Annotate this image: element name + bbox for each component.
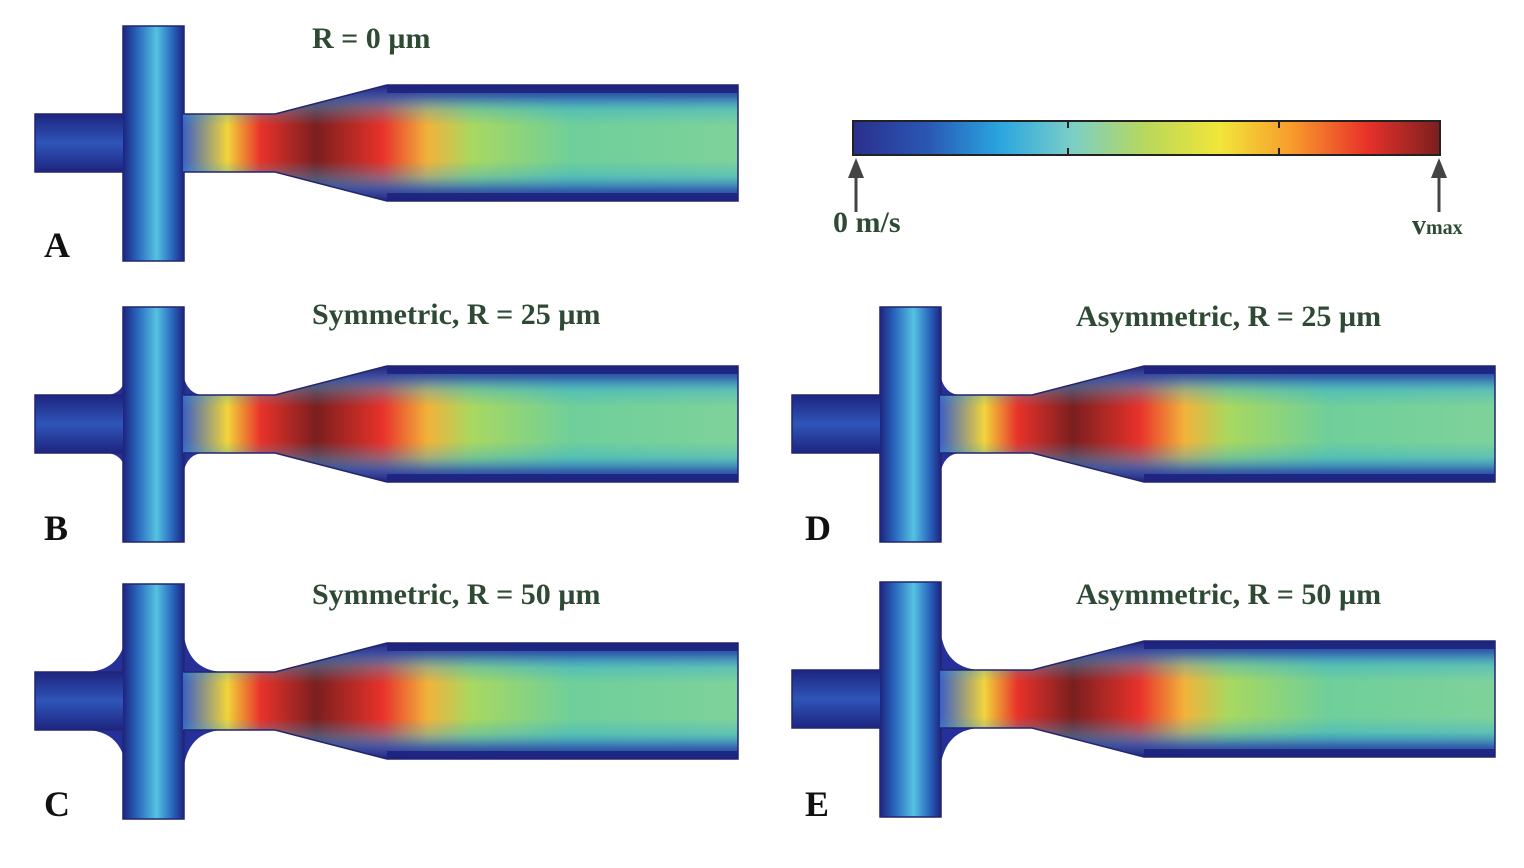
outlet-fillet	[940, 373, 962, 395]
cross-channel	[123, 584, 184, 819]
panel-title-b: Symmetric, R = 25 µm	[312, 298, 601, 331]
channel-outline	[791, 306, 1496, 543]
channel-panel-d	[791, 306, 1496, 543]
channel-outline	[34, 583, 739, 820]
inlet-channel	[792, 670, 884, 728]
colorbar-max-v: v	[1412, 210, 1426, 241]
wide-section-wall	[1144, 749, 1495, 757]
panel-title-a: R = 0 µm	[312, 22, 431, 55]
inlet-channel	[35, 672, 127, 730]
inlet-fillet	[84, 629, 127, 672]
panel-label-c: C	[44, 784, 70, 824]
outlet-fillet	[183, 453, 205, 475]
channel-outline	[791, 581, 1496, 818]
panel-label-a: A	[44, 225, 70, 265]
channel-panel-e	[791, 581, 1496, 818]
wide-section-wall	[387, 193, 738, 201]
max-arrow	[1431, 158, 1447, 212]
outlet-fillet	[183, 629, 226, 672]
inlet-channel	[35, 114, 127, 172]
wide-section-wall	[387, 85, 738, 93]
cross-channel	[880, 582, 941, 817]
colorbar-max-sub: max	[1426, 217, 1463, 239]
colorbar	[848, 120, 1447, 212]
inlet-channel	[792, 395, 884, 453]
panel-label-e: E	[805, 784, 830, 824]
outlet-fillet	[940, 627, 983, 670]
panel-title-e: Asymmetric, R = 50 µm	[1076, 578, 1382, 611]
colorbar-gradient	[852, 120, 1441, 156]
inlet-channel	[35, 395, 127, 453]
panel-label-d: D	[805, 508, 831, 548]
colorbar-min-label: 0 m/s	[833, 206, 901, 239]
wide-section-wall	[387, 474, 738, 482]
panel-label-b: B	[44, 508, 69, 548]
outlet-fillet	[183, 373, 205, 395]
min-arrow	[848, 158, 864, 212]
cross-channel	[123, 307, 184, 542]
cross-channel	[880, 307, 941, 542]
inlet-fillet	[84, 730, 127, 773]
channel-outline	[34, 25, 739, 262]
inlet-fillet	[105, 453, 127, 475]
channel-panel-a	[34, 25, 739, 262]
wide-section-wall	[1144, 641, 1495, 649]
outlet-fillet	[940, 728, 983, 771]
outlet-fillet	[183, 730, 226, 773]
main-channel-walls	[940, 641, 1495, 757]
channel-outline	[34, 306, 739, 543]
inlet-fillet	[105, 373, 127, 395]
panels-group	[34, 25, 1496, 820]
wide-section-wall	[387, 751, 738, 759]
wide-section-wall	[1144, 366, 1495, 374]
main-channel-walls	[183, 366, 738, 482]
wide-section-wall	[387, 643, 738, 651]
colorbar-max-label: vmax	[1412, 212, 1463, 240]
cross-channel	[123, 26, 184, 261]
main-channel-walls	[940, 366, 1495, 482]
channel-panel-c	[34, 583, 739, 820]
main-channel-walls	[183, 85, 738, 201]
outlet-fillet	[940, 453, 962, 475]
panel-title-c: Symmetric, R = 50 µm	[312, 578, 601, 611]
main-channel-walls	[183, 643, 738, 759]
channel-panel-b	[34, 306, 739, 543]
panel-title-d: Asymmetric, R = 25 µm	[1076, 300, 1382, 333]
wide-section-wall	[387, 366, 738, 374]
wide-section-wall	[1144, 474, 1495, 482]
